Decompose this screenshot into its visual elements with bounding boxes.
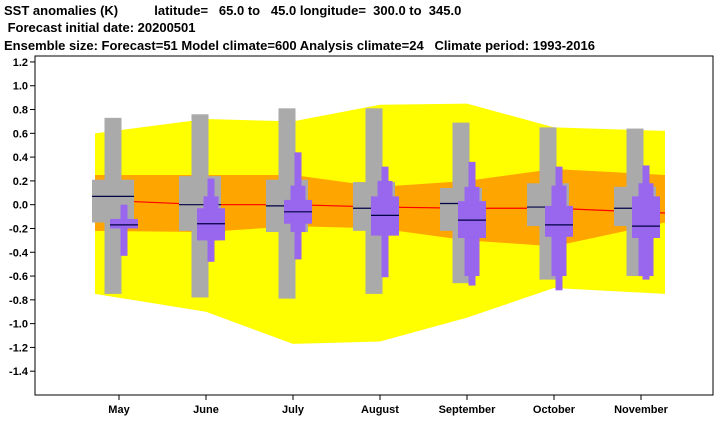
x-tick-label: July — [282, 404, 305, 416]
y-tick-label: -0.8 — [9, 295, 28, 307]
axes-layer: 1.2 1.0 0.8 0.6 0.4 0.2 0.0 -0.2 -0.4 -0.6 -0.8 -1.… — [9, 55, 714, 416]
y-tick-label: 0.2 — [13, 176, 28, 188]
x-tick-label: October — [533, 404, 576, 416]
y-tick-label: 0.4 — [13, 152, 29, 164]
x-tick-label: June — [193, 404, 219, 416]
y-tick-label: 1.0 — [13, 81, 28, 93]
y-tick-label: 0.6 — [13, 128, 28, 140]
x-tick-label: September — [439, 404, 497, 416]
chart-header-line-3: Ensemble size: Forecast=51 Model climate… — [4, 38, 595, 53]
forecast-box-iqr — [110, 218, 138, 229]
model-climate-box-iqr — [92, 179, 134, 223]
plot-frame — [34, 55, 714, 396]
y-tick-label: -0.2 — [9, 223, 28, 235]
y-tick-label: 1.2 — [13, 57, 28, 69]
forecast-box-iqr — [545, 205, 573, 237]
y-tick-label: -0.6 — [9, 271, 28, 283]
y-tick-label: 0.8 — [13, 105, 28, 117]
forecast-box-whisker — [120, 204, 128, 256]
y-tick-label: -1.2 — [9, 342, 28, 354]
y-tick-label: -1.0 — [9, 319, 28, 331]
chart-header-line-1: SST anomalies (K) latitude= 65.0 to 45.0… — [4, 3, 462, 18]
y-tick-label: 0.0 — [13, 200, 28, 212]
forecast-box-iqr — [632, 196, 660, 238]
x-tick-label: November — [614, 404, 669, 416]
box-layer — [92, 108, 660, 299]
y-tick-label: -1.4 — [9, 366, 29, 378]
chart-header-line-2: Forecast initial date: 20200501 — [4, 20, 196, 35]
x-tick-label: August — [361, 404, 399, 416]
y-tick-label: -0.4 — [9, 247, 29, 259]
x-tick-label: May — [108, 404, 130, 416]
